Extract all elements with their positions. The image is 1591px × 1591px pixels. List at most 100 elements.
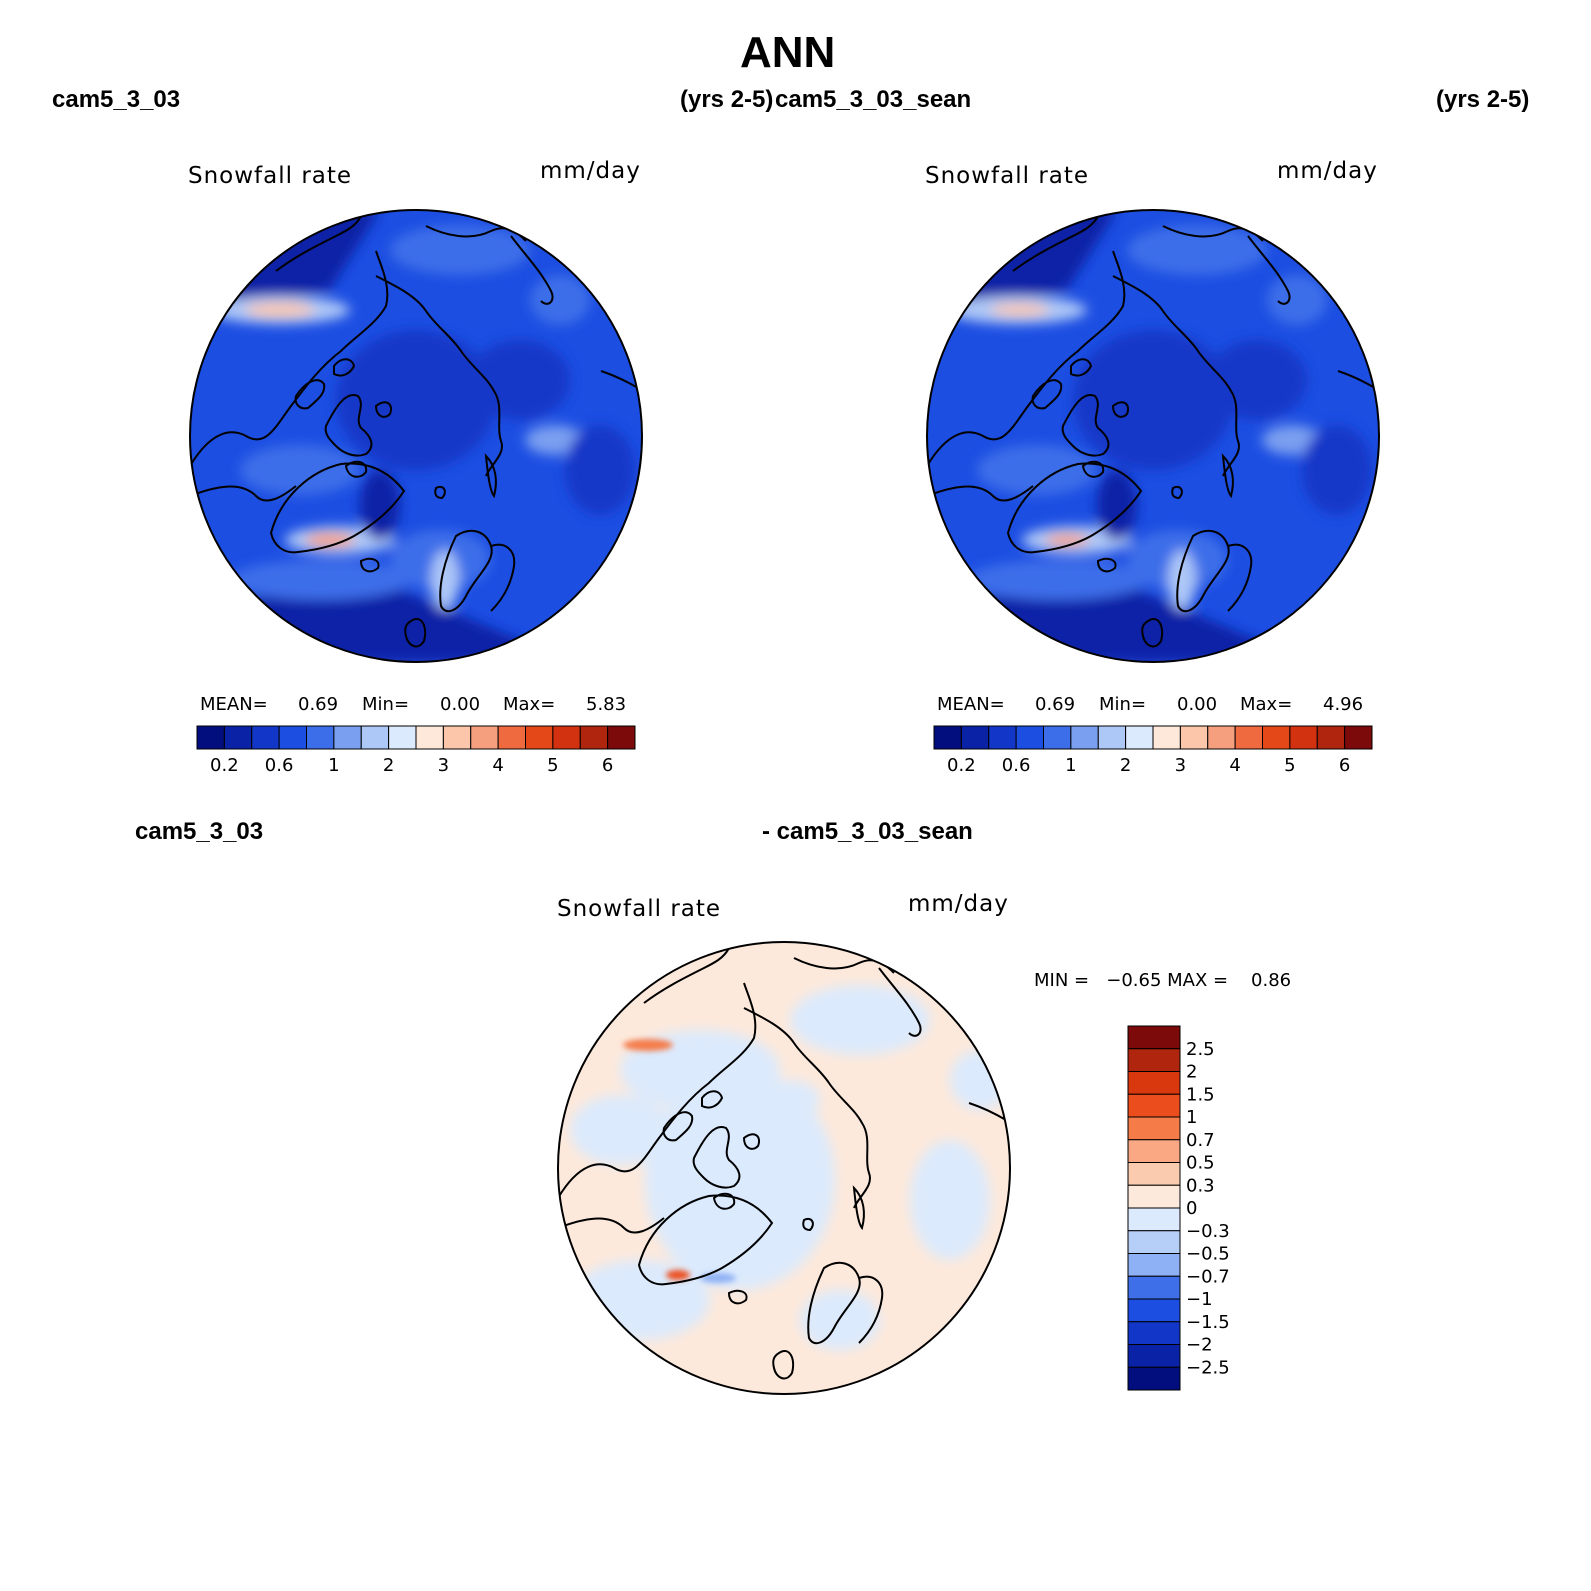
diff-colorbar-swatch <box>1127 1025 1181 1050</box>
diff-colorbar-swatch <box>1127 1298 1181 1323</box>
diff-case-a-label: cam5_3_03 <box>135 818 264 845</box>
panel1-colorbar-swatch <box>579 725 609 750</box>
panel1-mean-value: 0.69 <box>298 694 339 715</box>
panel2-mean-value: 0.69 <box>1035 694 1076 715</box>
diff-field-label: Snowfall rate <box>557 896 722 922</box>
panel1-colorbar-swatch <box>525 725 554 750</box>
panel2-colorbar-swatch <box>960 725 990 750</box>
panel2-units-label: mm/day <box>1277 158 1378 184</box>
diff-colorbar: 2.521.510.70.50.30−0.3−0.5−0.7−1−1.5−2−2… <box>1127 1025 1230 1391</box>
panel1-mean-label: MEAN= <box>200 694 268 715</box>
diff-colorbar-swatch <box>1127 1253 1181 1277</box>
diff-colorbar-tick-label: −0.7 <box>1186 1266 1230 1287</box>
panel1-colorbar-tick-label: 0.2 <box>210 755 239 776</box>
panel2-colorbar-tick-label: 6 <box>1339 755 1350 776</box>
panel2-case-label: cam5_3_03_sean <box>775 86 972 113</box>
panel1-colorbar-swatch <box>607 725 636 750</box>
panel2-colorbar-swatch <box>988 725 1017 750</box>
panel2-colorbar-swatch <box>933 725 962 750</box>
diff-colorbar-tick-label: −1.5 <box>1186 1312 1230 1333</box>
panel1-colorbar: 0.2 0.6 1 2 3 4 5 6 <box>196 725 636 776</box>
diff-units-label: mm/day <box>908 891 1009 917</box>
panel2-colorbar-swatch <box>1289 725 1318 750</box>
diff-colorbar-swatch <box>1127 1093 1181 1118</box>
panel1-colorbar-tick-label: 5 <box>547 755 558 776</box>
panel1-colorbar-tick-label: 0.6 <box>265 755 294 776</box>
panel2-colorbar-swatch <box>1316 725 1346 750</box>
diff-map <box>557 941 1011 1395</box>
diff-colorbar-swatch <box>1127 1275 1181 1300</box>
panel1-colorbar-swatch <box>333 725 362 750</box>
panel1-max-value: 5.83 <box>586 694 627 715</box>
diff-colorbar-tick-label: 0.7 <box>1186 1130 1215 1151</box>
panel2-min-value: 0.00 <box>1177 694 1218 715</box>
diff-colorbar-swatch <box>1127 1230 1181 1254</box>
panel1-colorbar-swatch <box>497 725 526 750</box>
panel2-colorbar-swatch <box>1179 725 1209 750</box>
panel1-colorbar-swatch <box>251 725 280 750</box>
diff-colorbar-tick-label: −0.5 <box>1186 1244 1230 1265</box>
panel1-colorbar-swatch <box>306 725 335 750</box>
panel1-years-label: (yrs 2-5) <box>680 86 774 113</box>
diff-colorbar-swatch <box>1127 1366 1181 1391</box>
diff-colorbar-tick-label: 0.5 <box>1186 1153 1215 1174</box>
panel1-min-value: 0.00 <box>440 694 481 715</box>
diff-colorbar-swatch <box>1127 1048 1181 1072</box>
panel1-max-label: Max= <box>503 694 556 715</box>
panel2-colorbar-swatch <box>1344 725 1373 750</box>
panel2-max-label: Max= <box>1240 694 1293 715</box>
panel2-colorbar-tick-label: 1 <box>1065 755 1076 776</box>
panel1-colorbar-swatch <box>360 725 390 750</box>
panel1-colorbar-swatch <box>552 725 581 750</box>
panel1-colorbar-swatch <box>415 725 444 750</box>
panel1-units-label: mm/day <box>540 158 641 184</box>
panel2-colorbar-swatch <box>1207 725 1236 750</box>
diff-colorbar-tick-label: 0.3 <box>1186 1175 1215 1196</box>
panel1-colorbar-swatch <box>223 725 253 750</box>
diff-colorbar-tick-label: −2 <box>1186 1335 1213 1356</box>
panel2-colorbar-swatch <box>1125 725 1154 750</box>
diff-colorbar-swatch <box>1127 1116 1181 1141</box>
panel1-colorbar-tick-label: 1 <box>328 755 339 776</box>
panel2-colorbar-tick-label: 5 <box>1284 755 1295 776</box>
diff-colorbar-tick-label: 2 <box>1186 1062 1197 1083</box>
panel2-colorbar-tick-label: 2 <box>1120 755 1131 776</box>
diff-colorbar-swatch <box>1127 1162 1181 1186</box>
panel1-colorbar-tick-label: 4 <box>492 755 503 776</box>
diff-colorbar-tick-label: 1 <box>1186 1107 1197 1128</box>
diff-case-b-label: - cam5_3_03_sean <box>762 818 973 845</box>
panel2-field-label: Snowfall rate <box>925 163 1090 189</box>
panel2-years-label: (yrs 2-5) <box>1436 86 1530 113</box>
panel1-colorbar-tick-label: 6 <box>602 755 613 776</box>
panel2-colorbar-swatch <box>1043 725 1072 750</box>
panel2-min-label: Min= <box>1099 694 1147 715</box>
diff-min-max: MIN = −0.65 MAX = 0.86 <box>1034 970 1292 991</box>
panel1-field-label: Snowfall rate <box>188 163 353 189</box>
diff-colorbar-swatch <box>1127 1321 1181 1345</box>
panel2-colorbar-tick-label: 4 <box>1229 755 1240 776</box>
panel1-colorbar-tick-label: 3 <box>438 755 449 776</box>
diff-colorbar-tick-label: 0 <box>1186 1198 1197 1219</box>
panel2-colorbar-tick-label: 0.6 <box>1002 755 1031 776</box>
panel2-colorbar-swatch <box>1262 725 1291 750</box>
panel2-colorbar-tick-label: 0.2 <box>947 755 976 776</box>
panel1-colorbar-swatch <box>470 725 499 750</box>
diff-colorbar-tick-label: 1.5 <box>1186 1084 1215 1105</box>
panel1-case-label: cam5_3_03 <box>52 86 181 113</box>
panel2-colorbar-swatch <box>1070 725 1099 750</box>
panel2-colorbar-tick-label: 3 <box>1175 755 1186 776</box>
panel1-colorbar-tick-label: 2 <box>383 755 394 776</box>
panel2-colorbar-swatch <box>1234 725 1263 750</box>
panel1-colorbar-swatch <box>442 725 472 750</box>
panel1-colorbar-swatch <box>388 725 417 750</box>
diff-colorbar-swatch <box>1127 1344 1181 1368</box>
panel1-map <box>189 209 643 663</box>
panel2-map <box>926 209 1380 663</box>
panel2-colorbar-swatch <box>1015 725 1044 750</box>
panel2-mean-label: MEAN= <box>937 694 1005 715</box>
diff-colorbar-tick-label: −2.5 <box>1186 1357 1230 1378</box>
panel2-max-value: 4.96 <box>1323 694 1364 715</box>
diff-colorbar-swatch <box>1127 1139 1181 1163</box>
panel2-colorbar: 0.2 0.6 1 2 3 4 5 6 <box>933 725 1373 776</box>
